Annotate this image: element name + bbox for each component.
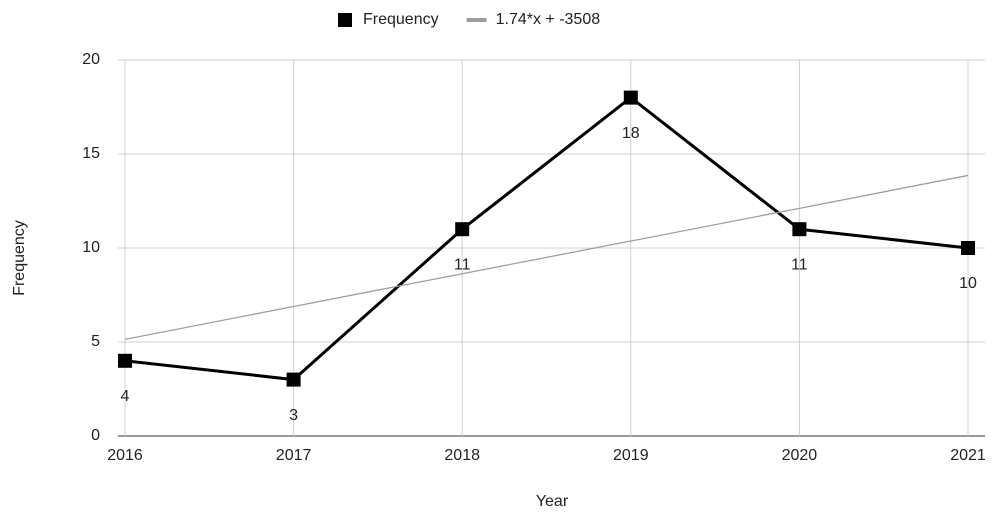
legend-marker [338,13,352,27]
legend-label: Frequency [363,11,439,28]
legend-label: 1.74*x + -3508 [496,11,601,28]
x-tick-label: 2016 [107,447,143,464]
marker [792,222,807,237]
x-tick-label: 2020 [782,447,818,464]
series-line [124,174,969,341]
marker [286,372,301,387]
y-tick-label: 0 [91,427,100,444]
y-axis-label: Frequency [11,220,28,296]
marker [118,353,132,368]
marker [961,241,975,255]
data-label: 11 [791,256,808,273]
marker [455,222,470,237]
y-tick-label: 15 [82,145,100,162]
marker [623,90,638,105]
x-tick-label: 2017 [276,447,312,464]
data-label: 11 [454,256,471,273]
data-label: 4 [121,388,130,405]
y-tick-label: 10 [82,239,100,256]
data-label: 3 [289,407,298,424]
data-label: 10 [959,275,977,292]
y-tick-label: 5 [91,333,100,350]
y-tick-label: 20 [82,51,100,68]
x-tick-label: 2019 [613,447,649,464]
x-tick-label: 2021 [950,447,986,464]
series-line [124,96,969,382]
data-label: 18 [622,125,640,142]
x-axis-label: Year [536,493,569,510]
x-tick-label: 2018 [444,447,480,464]
